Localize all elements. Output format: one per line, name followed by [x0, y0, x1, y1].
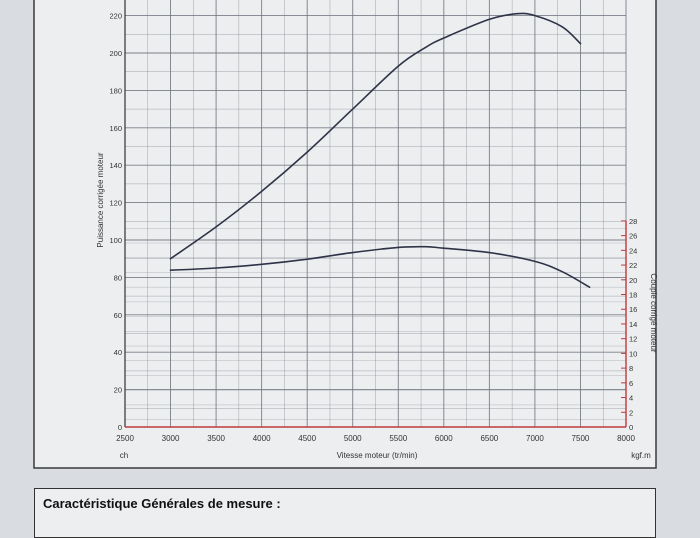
- y-axis-label-right: Couple corrigé moteur: [649, 273, 658, 352]
- y-tick-label-right: 2: [629, 408, 633, 417]
- x-tick-label: 5000: [344, 434, 362, 443]
- y-tick-label-right: 14: [629, 320, 637, 329]
- y-tick-label-left: 40: [114, 348, 122, 357]
- axes: [124, 0, 627, 428]
- y-tick-label-right: 0: [629, 423, 633, 432]
- x-tick-label: 3500: [207, 434, 225, 443]
- y-axis-label-left: Puissance corrigée moteur: [96, 152, 105, 247]
- y-tick-label-right: 24: [629, 246, 637, 255]
- right-axis-unit: kgf.m: [631, 451, 651, 460]
- y-tick-label-right: 26: [629, 232, 637, 241]
- y-tick-label-left: 80: [114, 273, 122, 282]
- y-tick-label-left: 100: [109, 236, 122, 245]
- y-tick-label-right: 8: [629, 364, 633, 373]
- x-axis-label: Vitesse moteur (tr/min): [337, 451, 418, 460]
- y-tick-label-right: 20: [629, 276, 637, 285]
- torque-curve: [169, 245, 591, 288]
- x-tick-label: 4000: [253, 434, 271, 443]
- measurement-section: Caractéristique Générales de mesure :: [34, 488, 656, 538]
- chart: 2500 3000 3500 4000 4500 5000 5500 6000 6500 7000…: [33, 0, 658, 469]
- y-tick-label-right: 10: [629, 349, 637, 358]
- y-tick-label-left: 160: [109, 124, 122, 133]
- y-tick-label-right: 22: [629, 261, 637, 270]
- section-title: Caractéristique Générales de mesure :: [43, 496, 281, 511]
- left-axis-unit: ch: [120, 451, 128, 460]
- paper-sheet: [33, 0, 657, 469]
- y-tick-label-left: 0: [118, 423, 122, 432]
- x-tick-label: 6000: [435, 434, 453, 443]
- y-tick-label-left: 20: [114, 386, 122, 395]
- y-tick-label-right: 18: [629, 291, 637, 300]
- x-tick-label: 5500: [389, 434, 407, 443]
- x-tick-label: 7000: [526, 434, 544, 443]
- y-tick-label-left: 220: [109, 12, 122, 21]
- y-tick-label-left: 200: [109, 49, 122, 58]
- stage: 2500 3000 3500 4000 4500 5000 5500 6000 6500 7000…: [33, 0, 658, 538]
- tick-labels: 2500 3000 3500 4000 4500 5000 5500 6000 6500 7000…: [109, 12, 637, 443]
- y-tick-label-right: 4: [629, 394, 633, 403]
- x-tick-label: 7500: [572, 434, 590, 443]
- y-tick-label-left: 60: [114, 311, 122, 320]
- y-tick-label-right: 6: [629, 379, 633, 388]
- y-tick-label-right: 12: [629, 335, 637, 344]
- x-tick-label: 2500: [116, 434, 134, 443]
- y-tick-label-right: 28: [629, 217, 637, 226]
- x-tick-label: 6500: [480, 434, 498, 443]
- curves: [169, 12, 591, 288]
- x-tick-label: 8000: [617, 434, 635, 443]
- y-tick-label-right: 16: [629, 305, 637, 314]
- y-tick-label-left: 180: [109, 86, 122, 95]
- power-curve: [169, 12, 582, 260]
- y-tick-label-left: 140: [109, 161, 122, 170]
- y-tick-label-left: 120: [109, 199, 122, 208]
- x-tick-label: 3000: [162, 434, 180, 443]
- x-tick-label: 4500: [298, 434, 316, 443]
